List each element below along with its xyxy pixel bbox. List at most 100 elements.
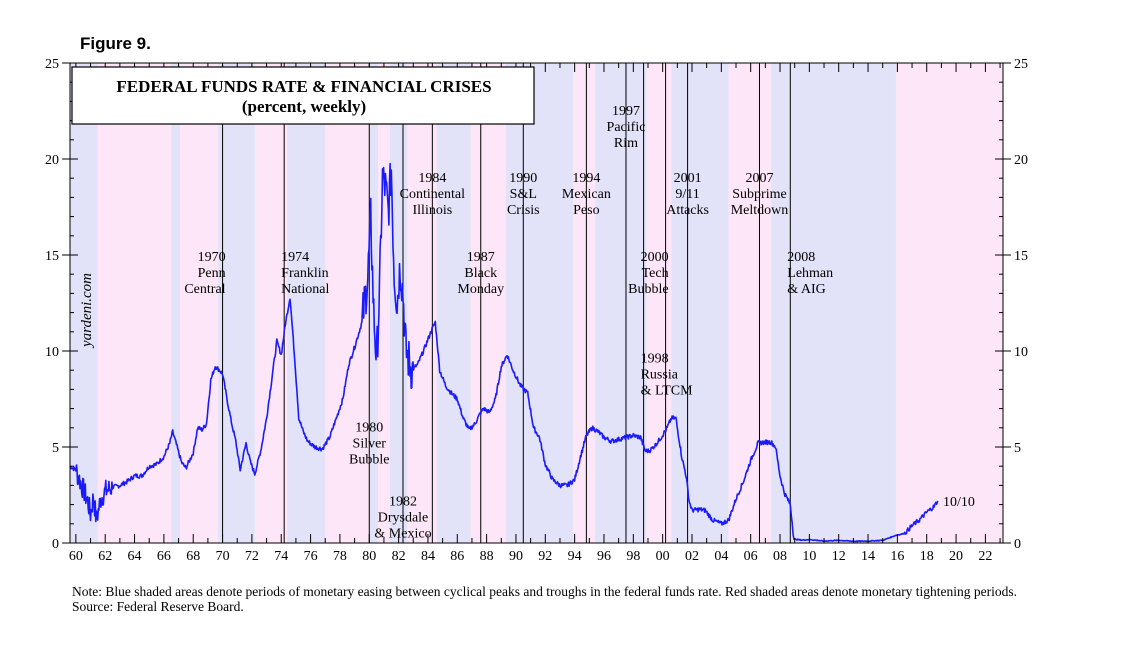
- tightening-period-9: [728, 63, 772, 543]
- crisis-label-1998: 1998: [641, 352, 669, 367]
- crisis-label-1982: & Mexico: [374, 527, 431, 542]
- crisis-labels: 1970PennCentral1974FranklinNational1980S…: [184, 104, 833, 542]
- x-tick-label: 82: [392, 549, 406, 564]
- x-tick-label: 12: [832, 549, 846, 564]
- easing-period-3: [287, 63, 326, 543]
- tightening-period-7: [573, 63, 596, 543]
- crisis-label-2008: & AIG: [787, 282, 826, 297]
- x-tick-label: 14: [861, 549, 875, 564]
- y-tick-label-left: 10: [45, 345, 59, 360]
- crisis-label-1974: National: [281, 282, 329, 297]
- crisis-label-2001: 2001: [674, 171, 702, 186]
- crisis-label-1990: Crisis: [507, 203, 540, 218]
- note-text: Note: Blue shaded areas denote periods o…: [72, 584, 1018, 599]
- crisis-label-1990: 1990: [509, 171, 537, 186]
- crisis-label-2001: 9/11: [675, 187, 699, 202]
- y-tick-label-right: 25: [1014, 57, 1028, 72]
- crisis-label-1980: Bubble: [349, 453, 389, 468]
- series-line-0: [69, 162, 939, 543]
- end-value-label: 10/10: [943, 495, 975, 510]
- tightening-period-10: [895, 63, 1003, 543]
- tightening-period-2: [254, 63, 288, 543]
- x-tick-label: 08: [773, 549, 787, 564]
- shaded-periods: [70, 63, 1003, 543]
- x-tick-label: 98: [626, 549, 640, 564]
- easing-period-8: [595, 63, 647, 543]
- crisis-label-1994: Mexican: [562, 187, 611, 202]
- x-tick-label: 04: [714, 549, 728, 564]
- plot-frame: [69, 62, 1004, 544]
- crisis-label-1998: & LTCM: [641, 384, 694, 399]
- x-tick-label: 22: [978, 549, 992, 564]
- tightening-period-6: [470, 63, 506, 543]
- x-tick-label: 78: [333, 549, 347, 564]
- crisis-label-1987: 1987: [467, 250, 495, 265]
- crisis-label-2000: Bubble: [628, 282, 668, 297]
- crisis-label-1984: 1984: [418, 171, 446, 186]
- crisis-label-1970: 1970: [198, 250, 226, 265]
- tightening-period-1: [180, 63, 219, 543]
- y-tick-label-right: 15: [1014, 249, 1028, 264]
- tightening-period-0: [97, 63, 172, 543]
- x-tick-label: 20: [949, 549, 963, 564]
- crisis-label-1994: Peso: [573, 203, 599, 218]
- easing-period-1: [171, 63, 181, 543]
- crisis-label-2008: Lehman: [787, 266, 833, 281]
- crisis-label-2008: 2008: [787, 250, 815, 265]
- crisis-label-1974: 1974: [281, 250, 309, 265]
- y-tick-label-right: 5: [1014, 441, 1021, 456]
- crisis-label-1997: Pacific: [607, 120, 646, 135]
- y-tick-label-left: 15: [45, 249, 59, 264]
- x-tick-label: 02: [685, 549, 699, 564]
- crisis-label-1980: 1980: [355, 421, 383, 436]
- chart-title: FEDERAL FUNDS RATE & FINANCIAL CRISES: [116, 77, 491, 96]
- crisis-label-1984: Illinois: [413, 203, 453, 218]
- easing-period-0: [70, 63, 98, 543]
- x-tick-label: 84: [421, 549, 435, 564]
- crisis-label-2007: Subprime: [732, 187, 786, 202]
- x-tick-label: 72: [245, 549, 259, 564]
- crisis-label-2007: 2007: [745, 171, 773, 186]
- crisis-label-2000: Tech: [642, 266, 669, 281]
- y-tick-label-left: 25: [45, 57, 59, 72]
- easing-period-2: [218, 63, 255, 543]
- notes-block: Note: Blue shaded areas denote periods o…: [72, 584, 1032, 614]
- easing-period-10: [771, 63, 896, 543]
- x-tick-label: 60: [69, 549, 83, 564]
- x-tick-label: 94: [568, 549, 582, 564]
- crisis-label-1980: Silver: [353, 437, 387, 452]
- crisis-lines: [222, 63, 791, 543]
- x-tick-label: 10: [802, 549, 816, 564]
- x-tick-label: 88: [480, 549, 494, 564]
- crisis-label-1997: Rim: [614, 136, 638, 151]
- crisis-label-1970: Central: [184, 282, 225, 297]
- series-layer: [69, 162, 939, 543]
- x-tick-label: 06: [744, 549, 758, 564]
- easing-period-5: [389, 63, 408, 543]
- tightening-period-8: [646, 63, 672, 543]
- crisis-label-1982: 1982: [389, 495, 417, 510]
- x-tick-label: 86: [450, 549, 464, 564]
- crisis-label-1984: Continental: [400, 187, 465, 202]
- crisis-label-1974: Franklin: [281, 266, 328, 281]
- crisis-label-2007: Meltdown: [731, 203, 789, 218]
- title-box-bg: [71, 66, 535, 125]
- source-text: Source: Federal Reserve Board.: [72, 599, 244, 614]
- x-tick-label: 96: [597, 549, 611, 564]
- y-tick-label-right: 20: [1014, 153, 1028, 168]
- crisis-label-1997: 1997: [612, 104, 640, 119]
- y-tick-label-right: 0: [1014, 537, 1021, 552]
- figure-label: Figure 9.: [80, 34, 151, 53]
- x-tick-label: 68: [186, 549, 200, 564]
- x-tick-label: 92: [538, 549, 552, 564]
- x-tick-label: 70: [216, 549, 230, 564]
- crisis-label-1994: 1994: [572, 171, 600, 186]
- y-tick-label-right: 10: [1014, 345, 1028, 360]
- x-tick-label: 66: [157, 549, 171, 564]
- crisis-label-2000: 2000: [641, 250, 669, 265]
- tightening-period-4: [378, 63, 390, 543]
- crisis-label-1990: S&L: [510, 187, 537, 202]
- y-tick-label-left: 5: [52, 441, 59, 456]
- chart-subtitle: (percent, weekly): [242, 97, 366, 116]
